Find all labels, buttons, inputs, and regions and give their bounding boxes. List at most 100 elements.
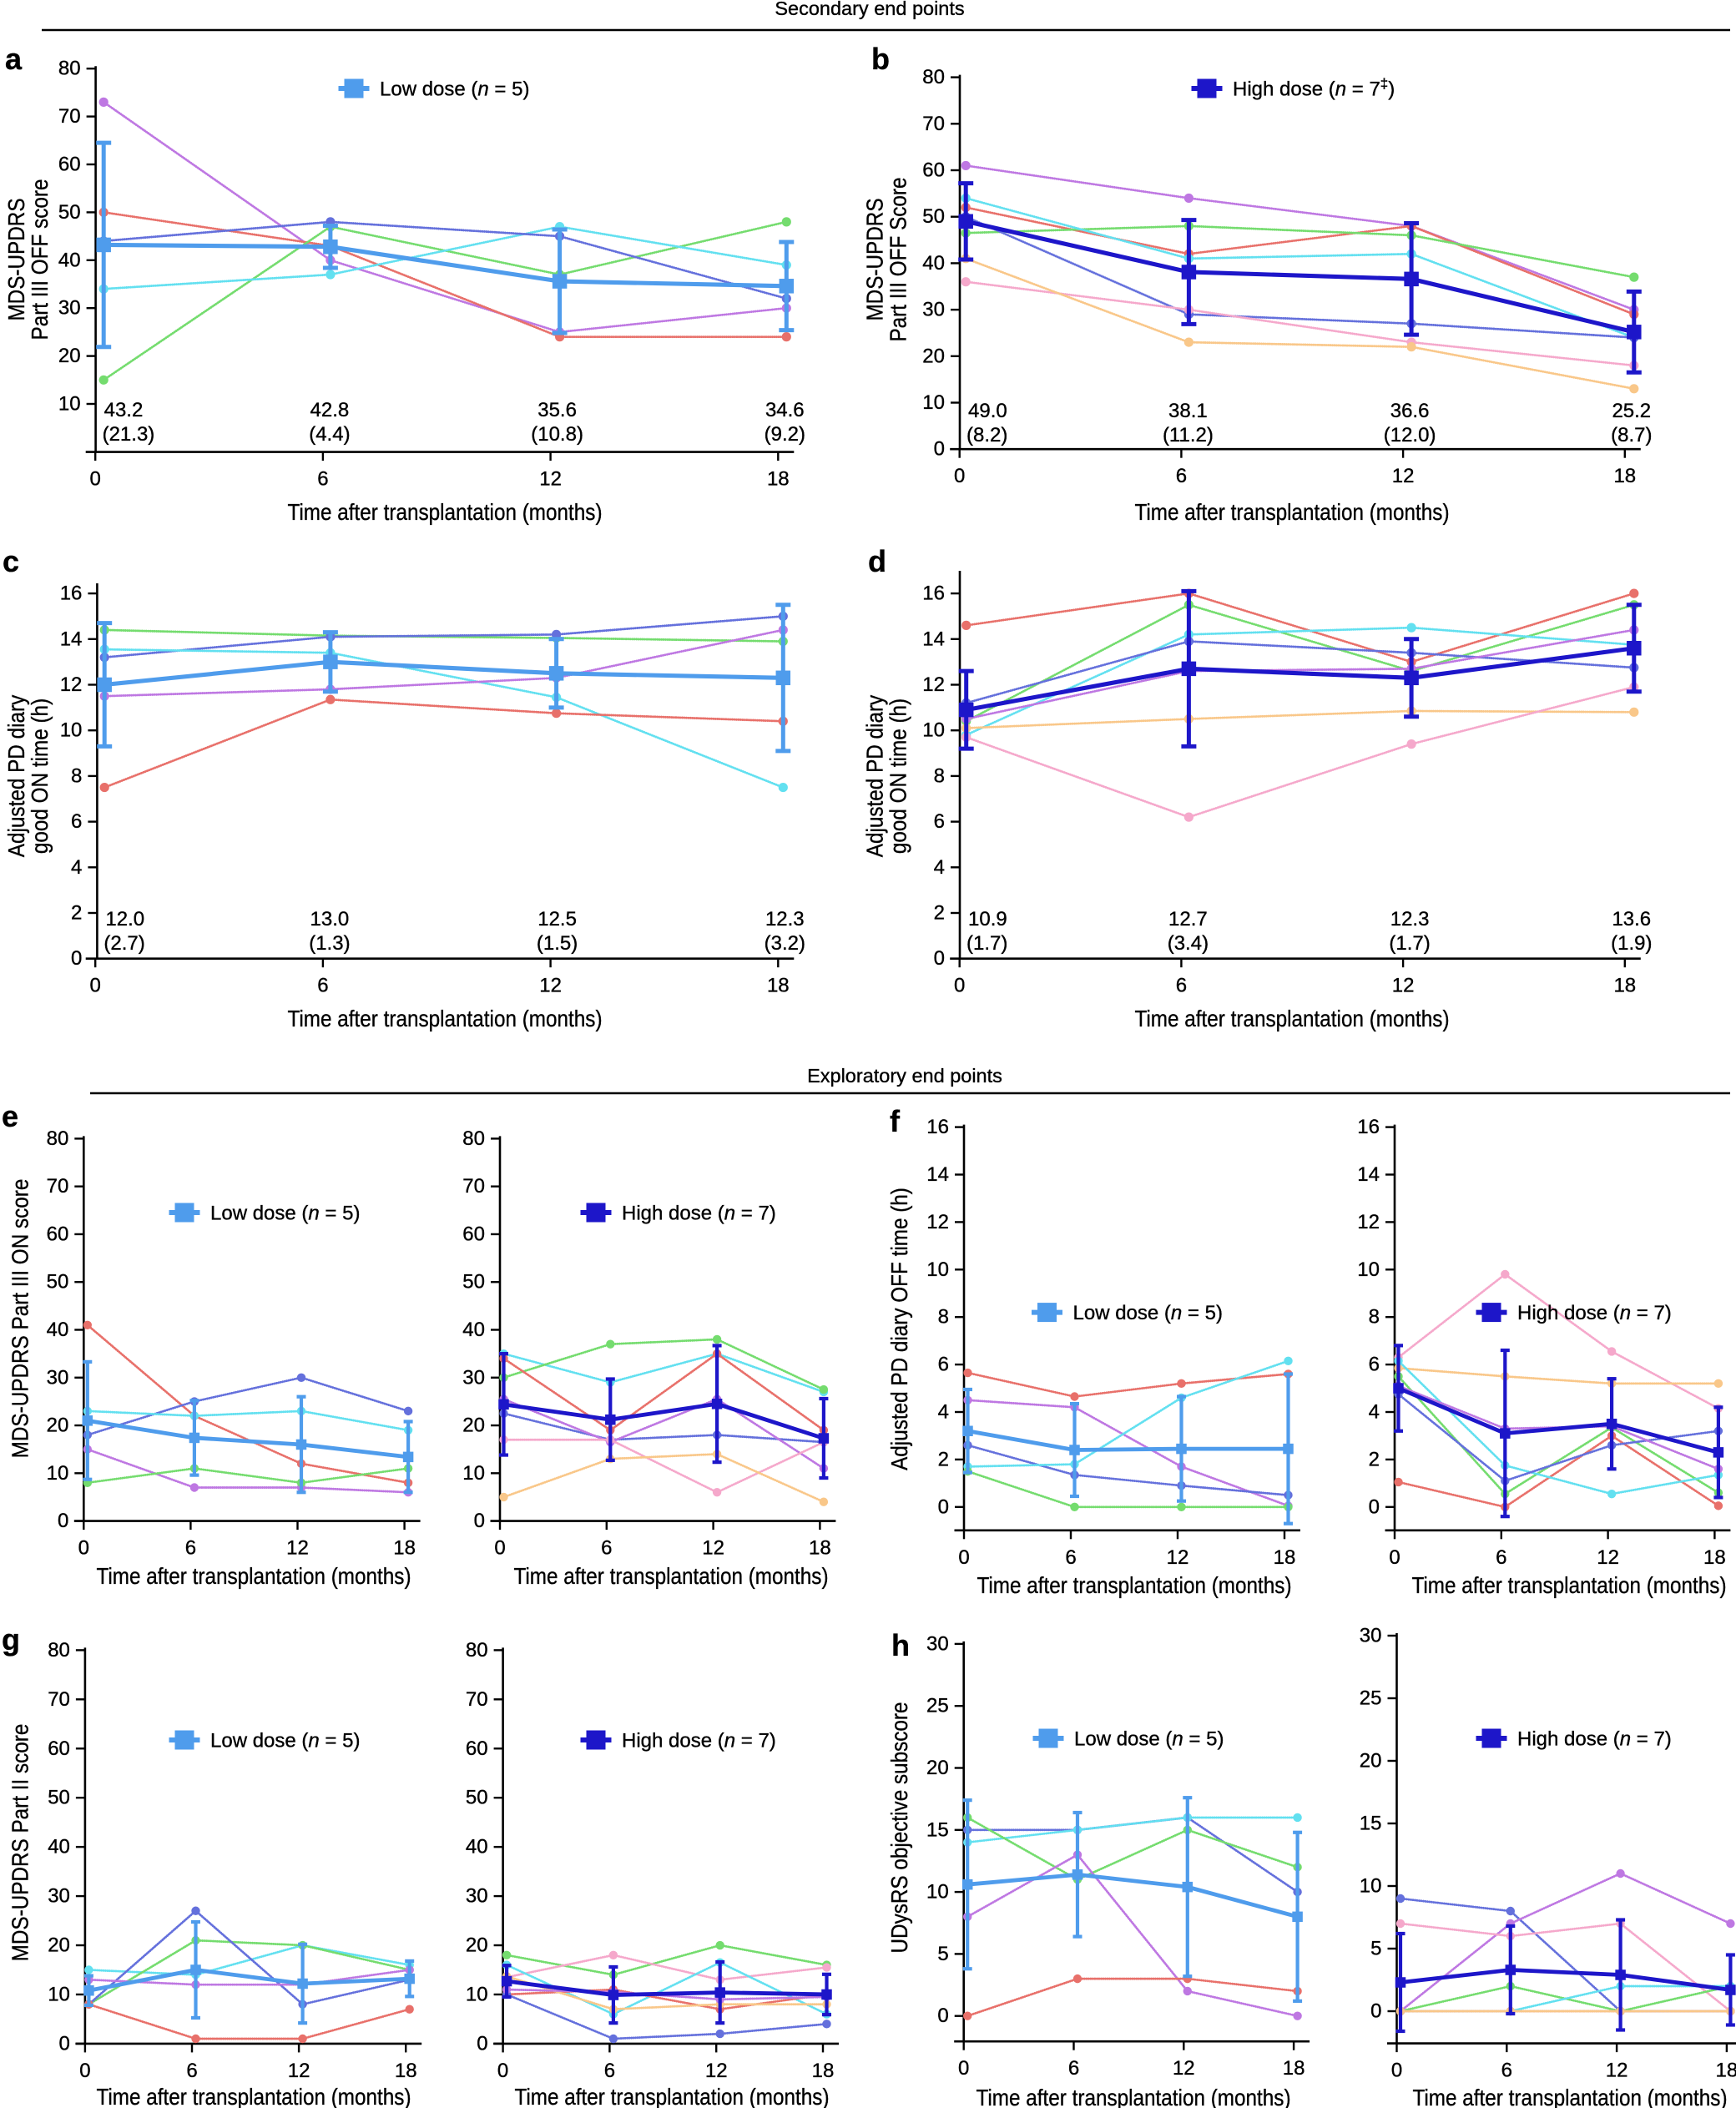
svg-text:0: 0 (59, 2032, 70, 2055)
svg-text:30: 30 (1360, 1625, 1382, 1647)
svg-text:Adjusted PD diary OFF time (h): Adjusted PD diary OFF time (h) (886, 1188, 912, 1470)
svg-text:6: 6 (317, 975, 328, 997)
svg-text:10: 10 (60, 719, 83, 742)
svg-text:60: 60 (466, 1737, 488, 1760)
svg-text:MDS-UPDRS: MDS-UPDRS (3, 198, 29, 320)
svg-text:12: 12 (539, 468, 562, 491)
svg-text:c: c (3, 544, 19, 578)
svg-text:18: 18 (1283, 2057, 1305, 2080)
svg-text:60: 60 (922, 159, 945, 182)
svg-text:20: 20 (1360, 1750, 1382, 1773)
svg-text:Time after transplantation (mo: Time after transplantation (months) (513, 1563, 828, 1589)
svg-text:13.6: 13.6 (1612, 908, 1651, 930)
svg-text:(1.5): (1.5) (537, 932, 578, 955)
svg-text:40: 40 (47, 1319, 69, 1341)
svg-text:High dose (n = 7‡): High dose (n = 7‡) (1233, 76, 1395, 101)
svg-text:40: 40 (462, 1319, 485, 1341)
svg-text:0: 0 (497, 2060, 508, 2082)
svg-text:10: 10 (1357, 1258, 1380, 1281)
svg-text:12.3: 12.3 (1390, 908, 1430, 930)
svg-text:0: 0 (78, 1537, 89, 1560)
svg-text:6: 6 (1176, 465, 1187, 487)
svg-text:High dose (n = 7): High dose (n = 7) (622, 1203, 776, 1225)
svg-text:0: 0 (938, 1495, 949, 1518)
svg-text:40: 40 (466, 1836, 488, 1858)
svg-text:16: 16 (922, 582, 945, 605)
svg-text:High dose (n = 7): High dose (n = 7) (1517, 1728, 1672, 1751)
svg-text:60: 60 (462, 1223, 485, 1245)
svg-text:0: 0 (477, 2032, 487, 2055)
svg-text:14: 14 (60, 628, 83, 650)
svg-text:36.6: 36.6 (1390, 400, 1430, 422)
svg-text:f: f (890, 1104, 901, 1138)
svg-text:10: 10 (462, 1462, 485, 1485)
svg-text:Time after transplantation (mo: Time after transplantation (months) (1134, 1006, 1449, 1031)
svg-text:0: 0 (954, 465, 965, 487)
svg-text:10: 10 (48, 1983, 70, 2005)
svg-text:0: 0 (934, 438, 945, 461)
svg-text:25.2: 25.2 (1612, 400, 1651, 422)
svg-text:70: 70 (466, 1688, 488, 1711)
svg-text:16: 16 (1357, 1116, 1380, 1138)
svg-text:18: 18 (767, 468, 790, 491)
svg-text:6: 6 (1176, 975, 1187, 997)
svg-text:20: 20 (462, 1415, 485, 1437)
svg-text:6: 6 (1065, 1546, 1076, 1569)
svg-text:2: 2 (938, 1448, 949, 1470)
svg-text:Low dose (n = 5): Low dose (n = 5) (210, 1203, 360, 1225)
svg-text:Adjusted PD diary: Adjusted PD diary (862, 695, 888, 857)
svg-text:0: 0 (1389, 1546, 1400, 1569)
svg-text:30: 30 (48, 1885, 70, 1908)
svg-text:Time after transplantation (mo: Time after transplantation (months) (96, 2084, 411, 2108)
svg-text:h: h (891, 1628, 910, 1662)
svg-text:e: e (2, 1099, 18, 1133)
svg-text:50: 50 (466, 1787, 488, 1809)
svg-text:2: 2 (934, 902, 945, 925)
svg-text:(4.4): (4.4) (309, 423, 350, 446)
svg-text:12: 12 (1392, 465, 1415, 487)
svg-text:0: 0 (71, 947, 82, 970)
svg-text:2: 2 (1369, 1448, 1380, 1470)
svg-text:35.6: 35.6 (537, 399, 577, 421)
svg-text:25: 25 (926, 1695, 949, 1717)
svg-text:10: 10 (926, 1258, 949, 1281)
svg-text:34.6: 34.6 (765, 399, 805, 421)
svg-text:20: 20 (926, 1757, 949, 1779)
svg-text:12: 12 (702, 1537, 724, 1560)
svg-text:25: 25 (1360, 1687, 1382, 1710)
svg-text:12.7: 12.7 (1168, 908, 1208, 930)
svg-text:12: 12 (1167, 1546, 1189, 1569)
svg-text:20: 20 (58, 345, 81, 367)
svg-text:50: 50 (48, 1787, 70, 1809)
svg-text:10: 10 (58, 393, 81, 416)
svg-text:6: 6 (186, 2060, 197, 2082)
svg-text:0: 0 (937, 2005, 948, 2027)
svg-text:12.3: 12.3 (765, 908, 805, 930)
svg-text:10: 10 (922, 391, 945, 414)
svg-text:(3.2): (3.2) (765, 932, 805, 955)
svg-text:80: 80 (922, 66, 945, 88)
svg-text:Time after transplantation (mo: Time after transplantation (months) (976, 2085, 1290, 2108)
svg-text:18: 18 (1716, 2060, 1736, 2082)
svg-text:Part III OFF score: Part III OFF score (27, 179, 53, 340)
svg-text:30: 30 (466, 1885, 488, 1908)
svg-text:43.2: 43.2 (104, 399, 144, 421)
svg-text:30: 30 (58, 297, 81, 320)
svg-text:Secondary end points: Secondary end points (775, 0, 964, 19)
svg-text:Time after transplantation (mo: Time after transplantation (months) (514, 2084, 829, 2108)
svg-text:12: 12 (1173, 2057, 1195, 2080)
svg-text:12: 12 (1357, 1211, 1380, 1233)
svg-text:18: 18 (809, 1537, 831, 1560)
svg-text:13.0: 13.0 (310, 908, 350, 930)
svg-text:High dose (n = 7): High dose (n = 7) (622, 1730, 776, 1752)
svg-text:40: 40 (922, 252, 945, 275)
svg-text:38.1: 38.1 (1168, 400, 1208, 422)
svg-text:6: 6 (934, 810, 945, 833)
svg-text:(8.7): (8.7) (1611, 424, 1652, 446)
svg-text:8: 8 (934, 764, 945, 787)
svg-text:(1.7): (1.7) (966, 932, 1007, 955)
svg-text:30: 30 (47, 1366, 69, 1389)
svg-text:14: 14 (1357, 1163, 1380, 1186)
svg-text:6: 6 (1501, 2060, 1512, 2082)
svg-text:12: 12 (705, 2060, 728, 2082)
